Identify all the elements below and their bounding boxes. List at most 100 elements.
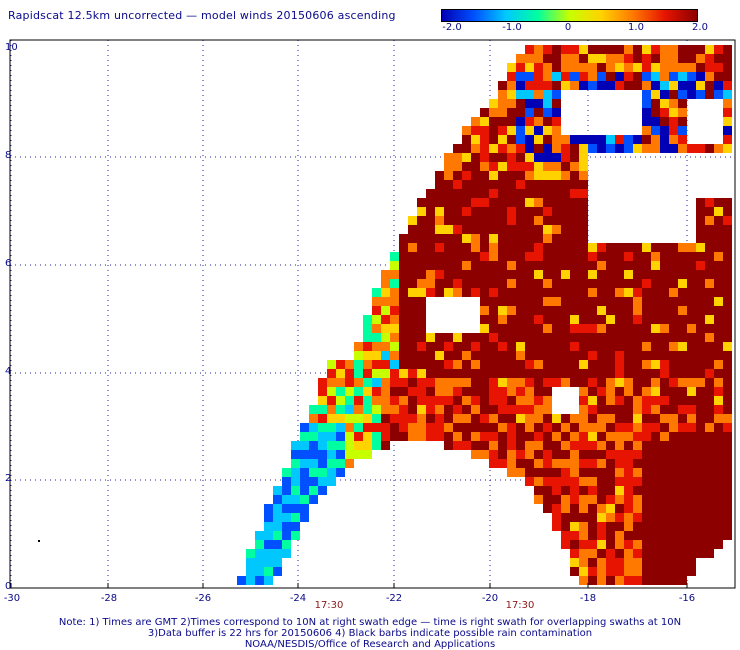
wind-pixel [507,252,516,261]
wind-pixel [633,549,642,558]
y-tick-label-0: 0 [5,581,12,592]
wind-pixel [606,54,615,63]
wind-pixel [642,306,651,315]
wind-pixel [624,378,633,387]
wind-pixel [408,387,417,396]
wind-pixel [714,315,723,324]
wind-pixel [669,288,678,297]
wind-pixel [606,243,615,252]
wind-pixel [507,63,516,72]
wind-pixel [723,369,732,378]
wind-pixel [633,459,642,468]
wind-pixel [300,486,309,495]
wind-pixel [561,279,570,288]
wind-pixel [552,432,561,441]
wind-pixel [507,387,516,396]
wind-pixel [687,405,696,414]
wind-pixel [399,297,408,306]
wind-pixel [633,63,642,72]
wind-pixel [381,405,390,414]
wind-pixel [606,450,615,459]
wind-pixel [534,450,543,459]
wind-pixel [660,450,669,459]
wind-pixel [651,306,660,315]
wind-pixel [534,342,543,351]
wind-pixel [444,180,453,189]
wind-pixel [426,288,435,297]
wind-pixel [588,522,597,531]
wind-pixel [498,297,507,306]
wind-pixel [705,522,714,531]
wind-pixel [390,387,399,396]
wind-pixel [570,207,579,216]
wind-pixel [462,189,471,198]
wind-pixel [561,441,570,450]
wind-pixel [633,270,642,279]
wind-pixel [615,540,624,549]
wind-pixel [723,252,732,261]
wind-pixel [660,81,669,90]
wind-pixel [408,369,417,378]
wind-pixel [435,414,444,423]
wind-pixel [408,423,417,432]
wind-pixel [345,423,354,432]
wind-pixel [615,351,624,360]
wind-pixel [579,261,588,270]
wind-pixel [318,441,327,450]
wind-pixel [606,261,615,270]
wind-pixel [345,432,354,441]
wind-pixel [642,378,651,387]
wind-pixel [534,126,543,135]
wind-pixel [453,441,462,450]
wind-pixel [588,423,597,432]
wind-pixel [561,135,570,144]
wind-pixel [723,297,732,306]
wind-pixel [687,45,696,54]
wind-pixel [651,252,660,261]
wind-pixel [462,342,471,351]
wind-pixel [534,495,543,504]
wind-pixel [615,261,624,270]
wind-pixel [588,297,597,306]
wind-pixel [507,162,516,171]
wind-pixel [516,324,525,333]
wind-pixel [642,315,651,324]
wind-pixel [678,360,687,369]
wind-pixel [723,351,732,360]
wind-pixel [678,342,687,351]
wind-pixel [282,477,291,486]
wind-pixel [363,324,372,333]
wind-pixel [660,72,669,81]
wind-pixel [606,351,615,360]
wind-pixel [687,315,696,324]
wind-pixel [588,441,597,450]
wind-pixel [390,333,399,342]
wind-pixel [291,468,300,477]
wind-pixel [561,369,570,378]
wind-pixel [723,360,732,369]
wind-pixel [579,468,588,477]
wind-pixel [687,567,696,576]
wind-pixel [678,135,687,144]
wind-pixel [489,243,498,252]
wind-pixel [336,369,345,378]
x-tick-label-30: -30 [3,593,21,604]
wind-pixel [723,207,732,216]
wind-pixel [426,360,435,369]
wind-pixel [246,576,255,585]
wind-pixel [723,108,732,117]
wind-pixel [471,180,480,189]
wind-pixel [516,378,525,387]
wind-pixel [660,405,669,414]
wind-pixel [660,351,669,360]
wind-pixel [516,351,525,360]
wind-pixel [624,396,633,405]
wind-pixel [390,414,399,423]
wind-pixel [408,243,417,252]
wind-pixel [435,207,444,216]
wind-pixel [399,270,408,279]
wind-pixel [651,324,660,333]
wind-pixel [570,441,579,450]
wind-pixel [642,468,651,477]
wind-pixel [372,333,381,342]
